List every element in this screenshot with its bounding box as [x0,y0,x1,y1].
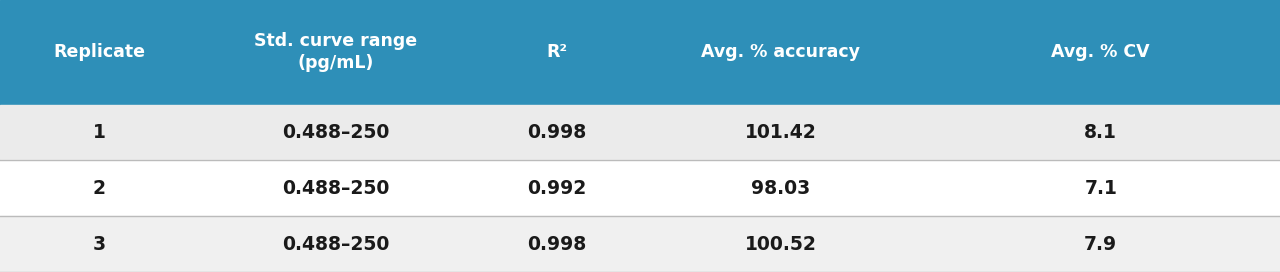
Text: 0.998: 0.998 [527,235,586,254]
Bar [0,160,1280,216]
Text: 100.52: 100.52 [745,235,817,254]
Text: R²: R² [547,43,567,61]
Text: 1: 1 [92,123,106,142]
Text: 7.1: 7.1 [1084,179,1117,198]
Text: Avg. % accuracy: Avg. % accuracy [701,43,860,61]
Text: 98.03: 98.03 [751,179,810,198]
Text: 3: 3 [92,235,106,254]
Text: 0.992: 0.992 [527,179,586,198]
Bar [0,0,1280,105]
Text: 0.488–250: 0.488–250 [283,235,389,254]
Text: 0.998: 0.998 [527,123,586,142]
Text: 7.9: 7.9 [1084,235,1117,254]
Text: 2: 2 [92,179,106,198]
Text: Replicate: Replicate [54,43,145,61]
Bar [0,216,1280,272]
Text: Std. curve range
(pg/mL): Std. curve range (pg/mL) [255,32,417,72]
Text: 8.1: 8.1 [1084,123,1117,142]
Text: Avg. % CV: Avg. % CV [1051,43,1151,61]
Text: 101.42: 101.42 [745,123,817,142]
Text: 0.488–250: 0.488–250 [283,179,389,198]
Text: 0.488–250: 0.488–250 [283,123,389,142]
Bar [0,105,1280,160]
